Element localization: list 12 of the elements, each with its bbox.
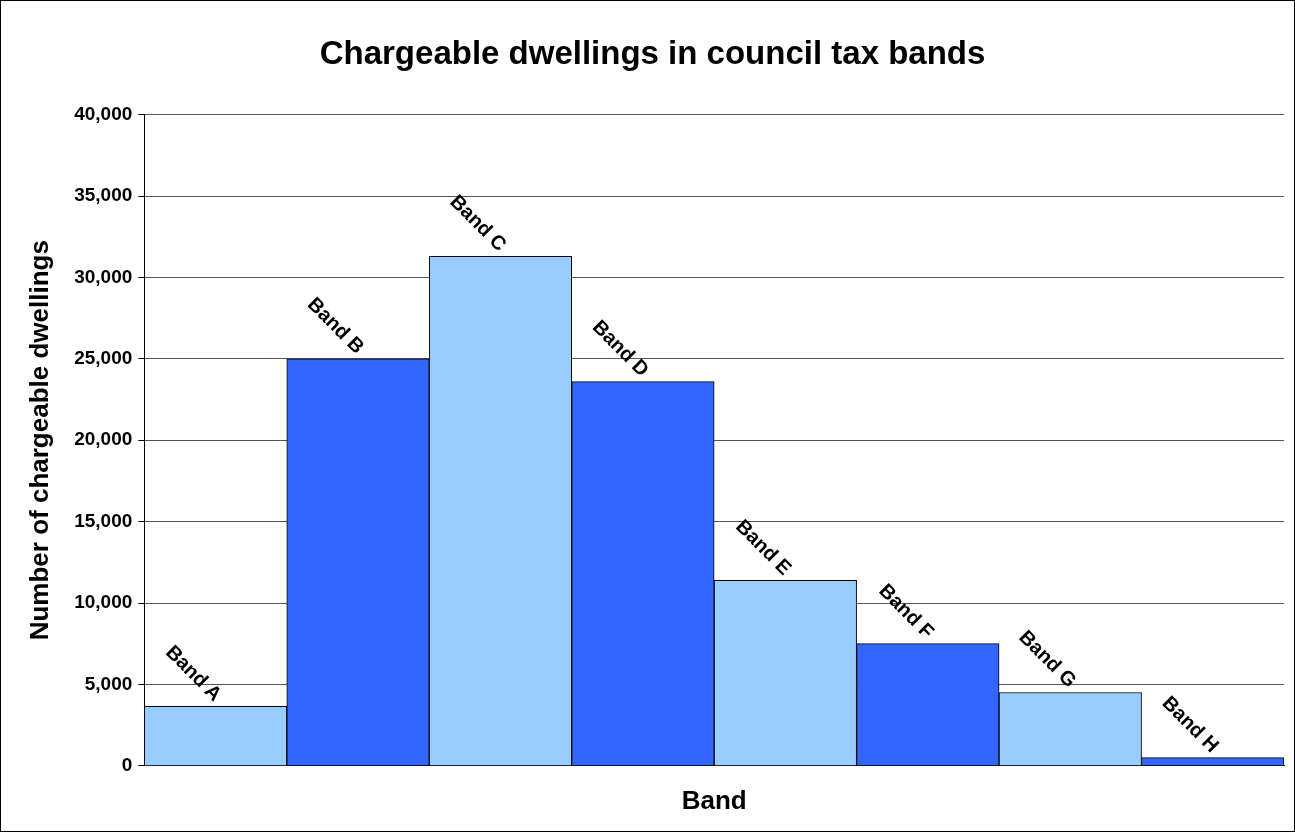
y-tick-label: 5,000 — [84, 672, 133, 694]
x-axis-title: Band — [681, 784, 747, 815]
y-tick-label: 30,000 — [74, 265, 133, 287]
y-tick-label: 20,000 — [74, 428, 133, 450]
y-tick-label: 0 — [121, 754, 133, 776]
y-tick-label: 15,000 — [74, 509, 133, 531]
y-tick-label: 35,000 — [74, 184, 133, 206]
y-tick-label: 25,000 — [74, 347, 133, 369]
y-tick-label: 40,000 — [74, 102, 133, 124]
chart-title: Chargeable dwellings in council tax bands — [319, 33, 986, 71]
y-axis-title: Number of chargeable dwellings — [23, 240, 54, 641]
y-tick-label: 10,000 — [74, 591, 133, 613]
